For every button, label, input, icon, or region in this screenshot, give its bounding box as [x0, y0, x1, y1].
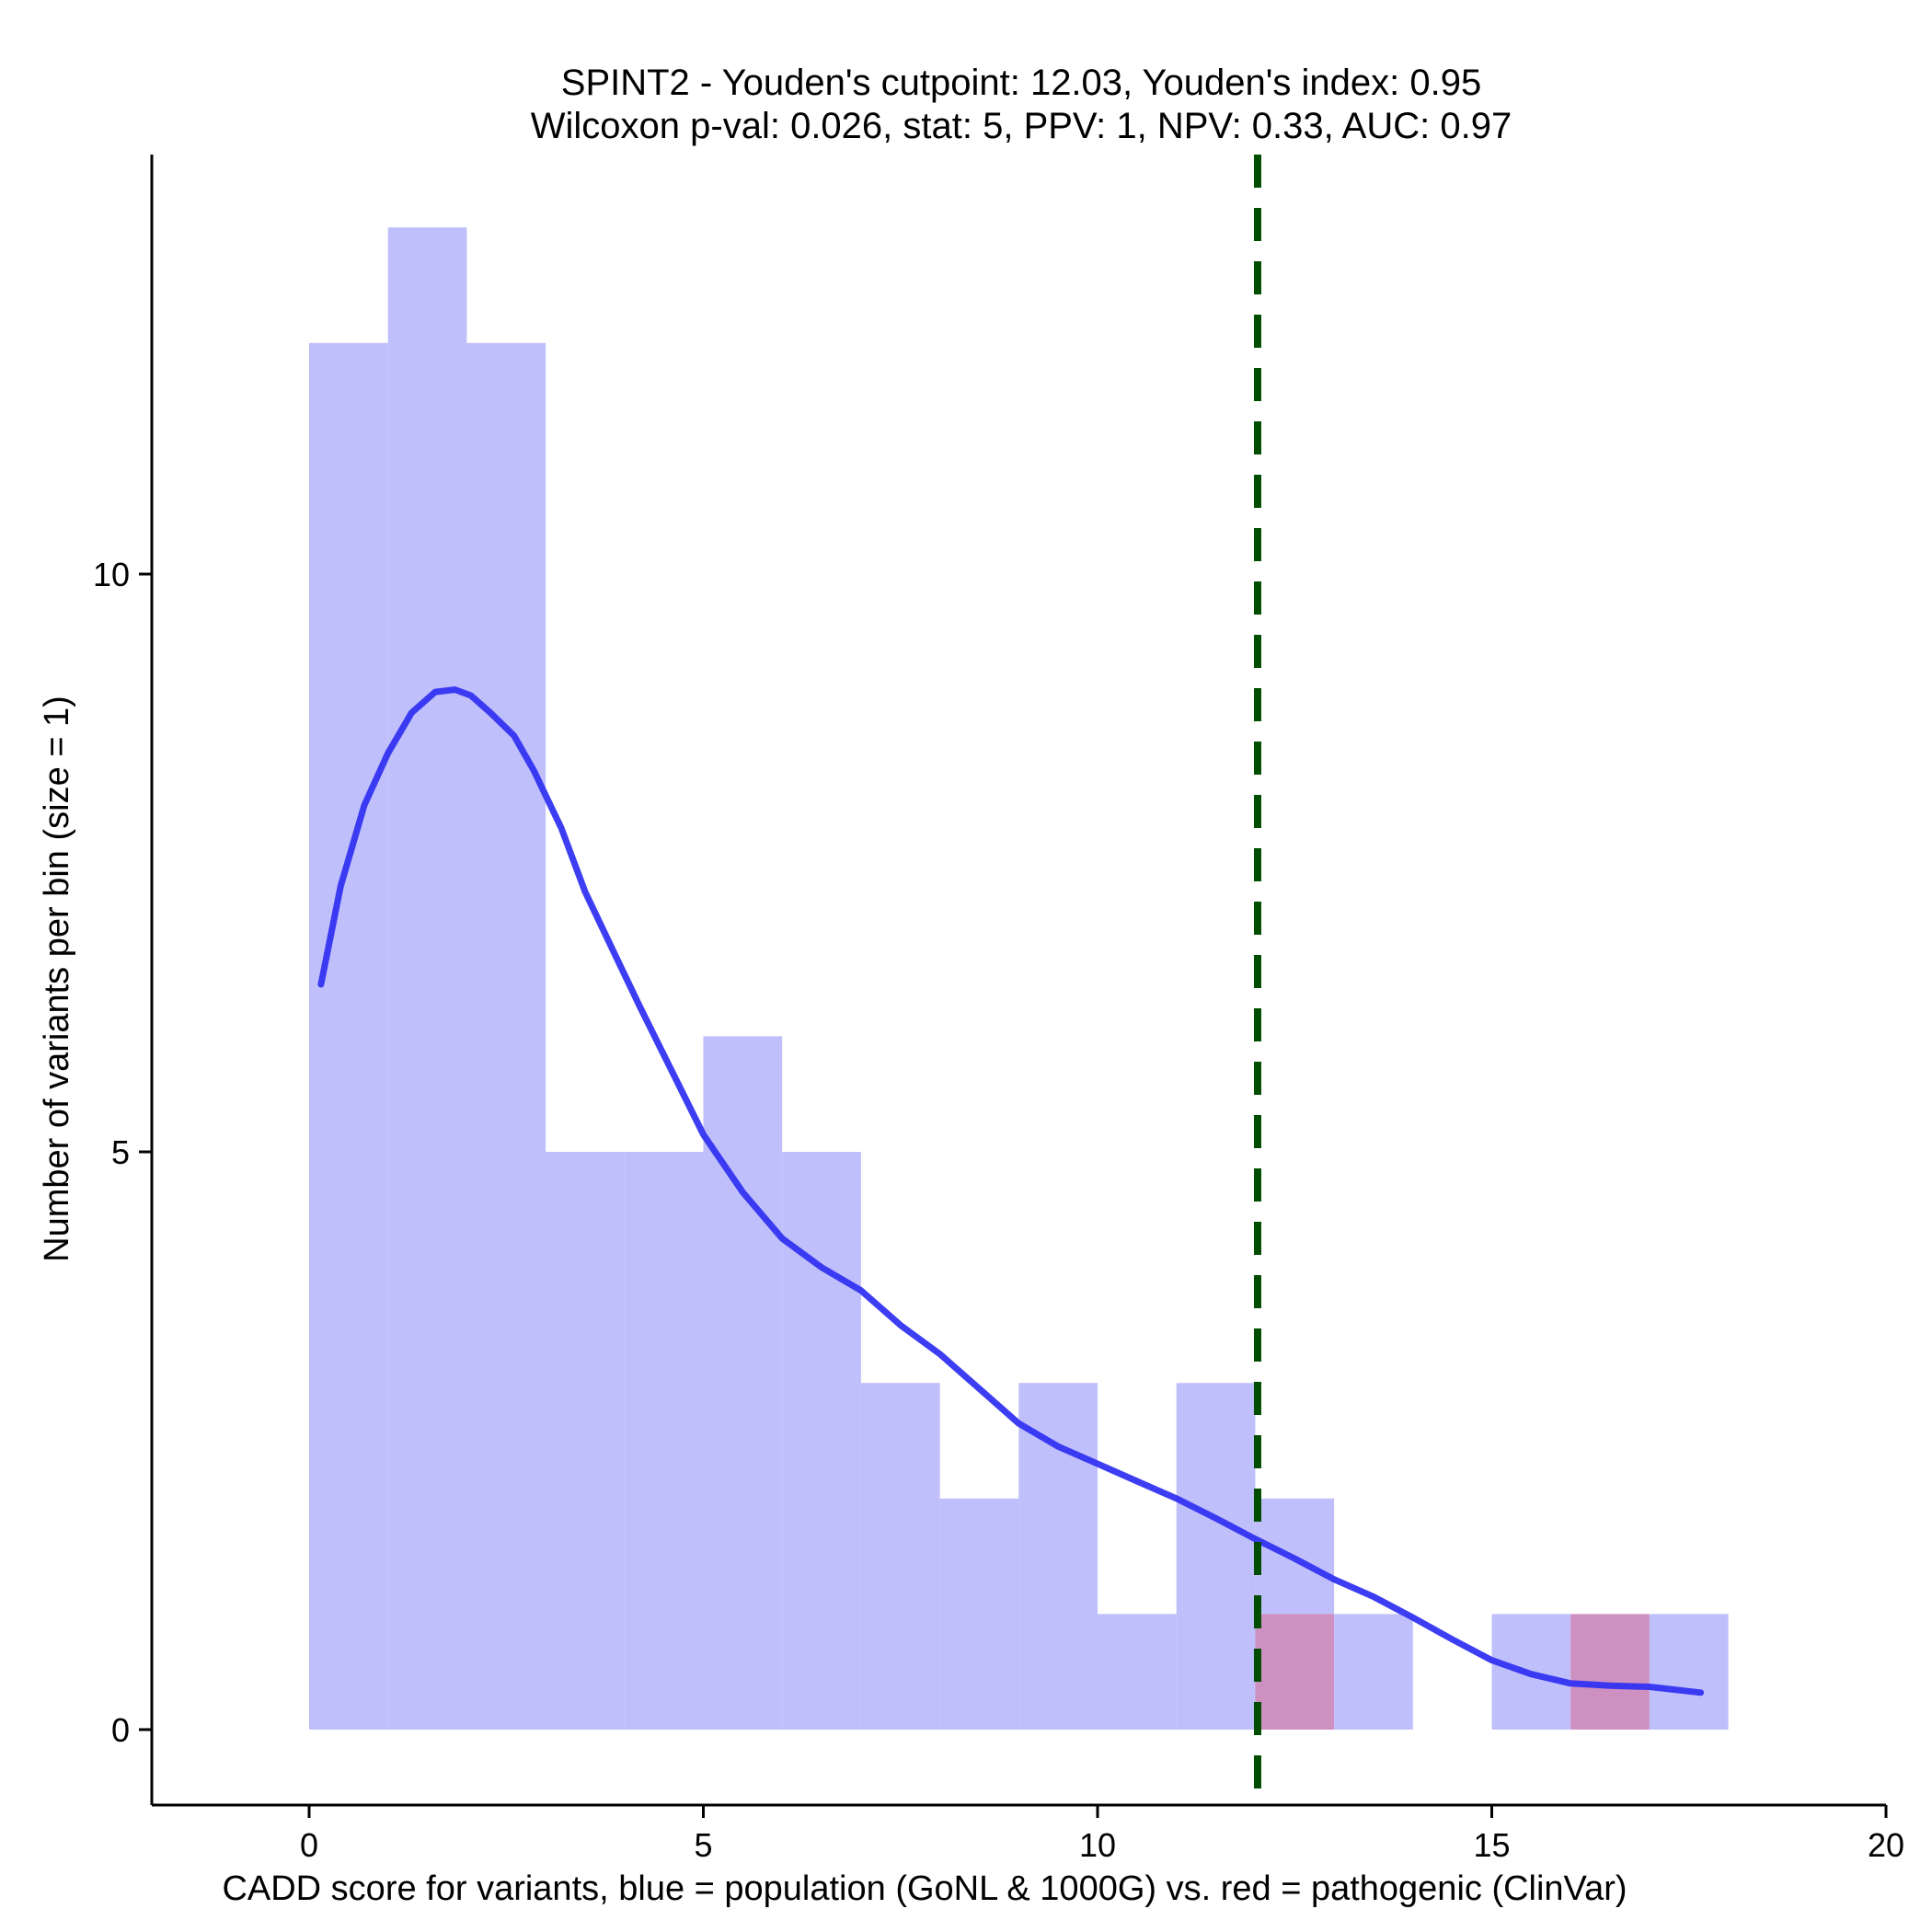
bar-population-9: [1018, 1383, 1098, 1730]
bar-population-13: [1334, 1614, 1413, 1730]
bar-population-1: [387, 227, 467, 1731]
bar-population-6: [782, 1152, 861, 1730]
chart-subtitle: Wilcoxon p-val: 0.026, stat: 5, PPV: 1, …: [531, 106, 1512, 146]
y-axis-title: Number of variants per bin (size = 1): [38, 696, 76, 1262]
y-tick-label-10: 10: [93, 556, 130, 593]
bar-population-10: [1098, 1614, 1177, 1730]
axes: 0 5 10 15 20 0 5 10: [93, 155, 1904, 1864]
bar-overlap-16: [1570, 1614, 1650, 1730]
chart-title: SPINT2 - Youden's cutpoint: 12.03, Youde…: [561, 63, 1481, 103]
density-curve-layer: [317, 686, 1705, 1696]
x-tick-label-10: 10: [1079, 1826, 1116, 1864]
bar-overlap-12: [1255, 1614, 1335, 1730]
bar-population-17: [1649, 1614, 1729, 1730]
bar-population-0: [309, 342, 388, 1730]
bar-population-8: [939, 1498, 1019, 1730]
x-axis-title: CADD score for variants, blue = populati…: [222, 1869, 1627, 1908]
histogram-bars: [309, 227, 1729, 1731]
x-tick-label-20: 20: [1868, 1826, 1904, 1864]
y-tick-label-0: 0: [111, 1711, 130, 1749]
y-tick-label-5: 5: [111, 1133, 130, 1171]
x-tick-label-15: 15: [1473, 1826, 1510, 1864]
bar-population-7: [860, 1383, 940, 1730]
bar-population-3: [546, 1152, 625, 1730]
bar-population-4: [624, 1152, 704, 1730]
bar-population-5: [703, 1036, 783, 1730]
x-tick-label-0: 0: [300, 1826, 318, 1864]
x-tick-label-5: 5: [694, 1826, 712, 1864]
bar-population-2: [466, 342, 546, 1730]
bar-population-11: [1176, 1383, 1256, 1730]
density-curve: [317, 686, 1705, 1696]
